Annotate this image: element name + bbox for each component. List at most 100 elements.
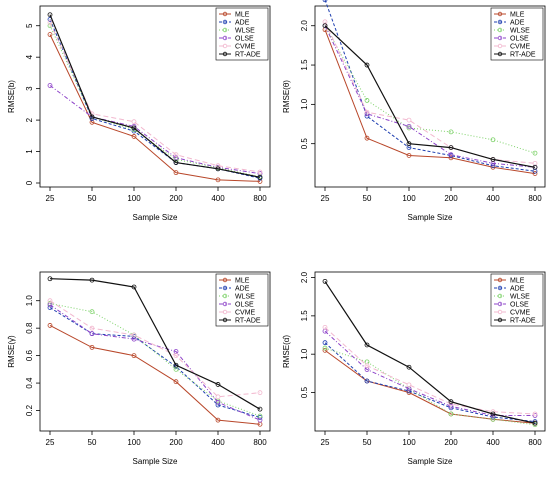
data-point-rt-ade bbox=[322, 23, 328, 29]
data-point-olse bbox=[406, 123, 412, 129]
data-point-mle bbox=[215, 417, 221, 423]
series-line-wlse bbox=[324, 347, 536, 426]
data-point-cvme bbox=[173, 353, 179, 359]
series-line-ade bbox=[49, 19, 261, 179]
data-point-wlse bbox=[47, 301, 53, 306]
data-point-rt-ade bbox=[215, 382, 221, 387]
legend-label-cvme: CVME bbox=[510, 310, 531, 317]
data-point-rt-ade bbox=[532, 164, 538, 170]
chart-panel-1: 25 50 100 200 400 800 0 1 2 3 4 5 Sample Size RMSE(b)… bbox=[7, 5, 271, 222]
x-tick-label: 200 bbox=[169, 438, 183, 447]
x-tick-label: 200 bbox=[444, 194, 458, 203]
x-tick-label: 25 bbox=[321, 194, 330, 203]
data-point-cvme bbox=[131, 332, 137, 338]
series-line-cvme bbox=[324, 327, 536, 415]
x-tick-label: 100 bbox=[402, 194, 416, 203]
y-tick-label: 0.5 bbox=[300, 138, 309, 150]
plot-frame bbox=[39, 271, 271, 432]
legend-label-rt-ade: RT-ADE bbox=[510, 52, 536, 59]
data-point-rt-ade bbox=[322, 278, 328, 284]
data-point-rt-ade bbox=[47, 12, 53, 18]
series-line-cvme bbox=[49, 300, 261, 398]
data-point-rt-ade bbox=[173, 362, 179, 368]
legend-marker-rt-ade bbox=[497, 51, 503, 57]
legend-marker-olse bbox=[497, 301, 503, 307]
legend-marker-olse bbox=[222, 35, 228, 41]
data-point-wlse bbox=[532, 150, 538, 156]
series-line-olse bbox=[49, 85, 261, 175]
data-point-rt-ade bbox=[89, 114, 95, 120]
data-point-mle bbox=[89, 344, 95, 350]
x-axis-label: Sample Size bbox=[408, 457, 453, 466]
x-tick-label: 50 bbox=[363, 194, 372, 203]
data-point-olse bbox=[89, 331, 95, 337]
legend-label-rt-ade: RT-ADE bbox=[235, 318, 261, 325]
data-point-cvme bbox=[173, 152, 179, 158]
x-tick-label: 100 bbox=[127, 194, 141, 203]
legend-marker-ade bbox=[222, 19, 228, 25]
legend-label-olse: OLSE bbox=[235, 36, 254, 43]
legend-label-cvme: CVME bbox=[235, 310, 256, 317]
legend-marker-rt-ade bbox=[222, 51, 228, 57]
data-point-rt-ade bbox=[532, 420, 538, 426]
y-tick-label: 1 bbox=[25, 149, 34, 154]
x-tick-label: 25 bbox=[321, 438, 330, 447]
data-point-mle bbox=[364, 135, 370, 141]
legend-marker-mle bbox=[497, 277, 503, 283]
x-tick-label: 800 bbox=[253, 194, 267, 203]
y-tick-label: 2.0 bbox=[300, 271, 309, 283]
data-point-ade bbox=[532, 419, 538, 425]
chart-panel-4: 25 50 100 200 400 800 0.5 1.0 1.5 2.0 Sample Size R… bbox=[282, 271, 546, 466]
data-point-cvme bbox=[47, 298, 53, 304]
series-line-rt-ade bbox=[324, 281, 536, 424]
data-point-mle bbox=[532, 171, 538, 176]
data-point-mle bbox=[47, 32, 53, 37]
x-tick-label: 800 bbox=[528, 438, 542, 447]
legend-label-wlse: WLSE bbox=[510, 294, 530, 301]
series-line-mle bbox=[324, 29, 536, 175]
y-axis-label: RMSE(θ) bbox=[282, 80, 291, 113]
series-line-olse bbox=[324, 25, 536, 168]
y-tick-label: 1.5 bbox=[300, 310, 309, 322]
data-point-rt-ade bbox=[173, 160, 179, 165]
y-tick-label: 0.5 bbox=[300, 386, 309, 398]
series-line-olse bbox=[49, 304, 261, 421]
series-line-rt-ade bbox=[324, 25, 536, 168]
series-line-ade bbox=[324, 342, 536, 423]
data-point-rt-ade bbox=[257, 174, 263, 180]
data-point-rt-ade bbox=[89, 277, 95, 283]
y-tick-label: 4 bbox=[25, 54, 34, 59]
legend-marker-wlse bbox=[497, 293, 503, 299]
legend-label-rt-ade: RT-ADE bbox=[235, 52, 261, 59]
x-tick-label: 200 bbox=[169, 194, 183, 203]
data-point-cvme bbox=[89, 325, 95, 331]
y-tick-label: 1.0 bbox=[300, 98, 309, 110]
y-tick-label: 0 bbox=[25, 180, 34, 185]
legend-box bbox=[490, 7, 544, 61]
data-point-mle bbox=[47, 323, 53, 328]
data-point-ade bbox=[257, 414, 263, 420]
x-axis-label: Sample Size bbox=[408, 213, 453, 222]
legend-marker-ade bbox=[497, 285, 503, 291]
data-point-olse bbox=[173, 155, 179, 161]
x-tick-label: 800 bbox=[528, 194, 542, 203]
x-tick-label: 400 bbox=[486, 438, 500, 447]
x-tick-label: 100 bbox=[402, 438, 416, 447]
x-tick-label: 400 bbox=[211, 194, 225, 203]
data-point-wlse bbox=[490, 137, 496, 143]
legend-label-ade: ADE bbox=[235, 286, 250, 293]
data-point-wlse bbox=[364, 98, 370, 103]
y-tick-label: 0.2 bbox=[25, 404, 34, 416]
y-tick-label: 1.0 bbox=[25, 295, 34, 307]
data-point-rt-ade bbox=[448, 145, 454, 151]
legend-marker-ade bbox=[222, 285, 228, 291]
x-tick-label: 25 bbox=[46, 194, 55, 203]
x-axis-label: Sample Size bbox=[133, 213, 178, 222]
data-point-wlse bbox=[448, 129, 454, 135]
series-line-wlse bbox=[49, 303, 261, 417]
x-tick-label: 100 bbox=[127, 438, 141, 447]
